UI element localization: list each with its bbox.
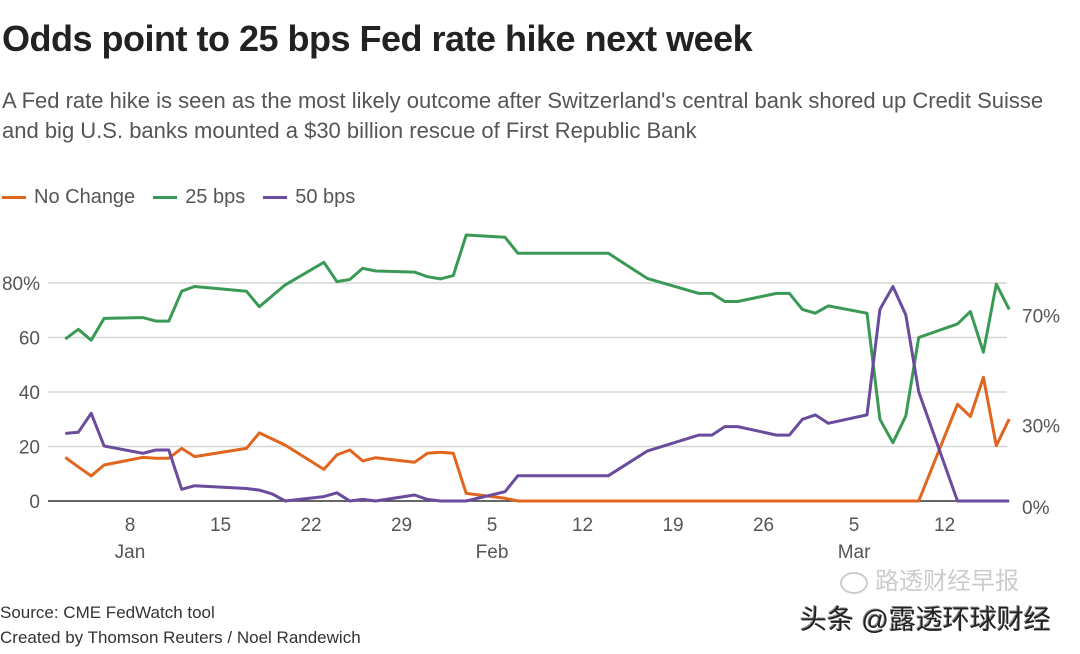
y-tick-label: 0 (29, 492, 40, 513)
x-tick-label: 19 (662, 515, 683, 536)
source-note: Source: CME FedWatch tool (0, 603, 215, 622)
x-tick-label: 5 (487, 515, 498, 536)
series-line-25-bps (64, 233, 1011, 445)
end-value-label: 30% (1022, 416, 1060, 437)
end-value-label: 70% (1022, 306, 1060, 327)
legend-label: 50 bps (295, 186, 356, 208)
credit-note: Created by Thomson Reuters / Noel Randew… (0, 628, 361, 647)
watermark: 头条 @露透环球财经 (800, 605, 1051, 635)
series-line-no-change (64, 375, 1011, 503)
watermark-faded: 路透财经早报 (875, 568, 1019, 595)
x-month-label: Mar (838, 542, 871, 563)
x-tick-label: 12 (572, 515, 593, 536)
y-tick-label: 40 (19, 383, 40, 404)
legend: No Change 25 bps 50 bps (2, 186, 355, 209)
legend-swatch (153, 196, 178, 199)
x-tick-label: 26 (753, 515, 774, 536)
series-line-50-bps (65, 285, 1010, 503)
y-tick-label: 20 (19, 438, 40, 459)
x-tick-label: 29 (391, 515, 412, 536)
wechat-icon (840, 572, 868, 594)
legend-swatch (2, 196, 26, 199)
end-value-label: 0% (1022, 498, 1050, 519)
x-tick-label: 8 (125, 515, 136, 536)
legend-item-25-bps: 25 bps (153, 186, 245, 209)
legend-swatch (263, 196, 288, 199)
x-tick-label: 22 (300, 515, 321, 536)
y-tick-label: 60 (19, 329, 40, 350)
legend-label: 25 bps (185, 186, 246, 208)
x-tick-label: 5 (849, 515, 860, 536)
chart-subtitle: A Fed rate hike is seen as the most like… (2, 88, 1044, 143)
legend-item-no-change: No Change (2, 186, 135, 209)
x-month-label: Jan (115, 542, 146, 563)
chart-title: Odds point to 25 bps Fed rate hike next … (2, 18, 753, 59)
x-month-label: Feb (476, 542, 509, 563)
y-tick-label: 80% (2, 274, 40, 295)
x-tick-label: 12 (934, 515, 955, 536)
x-tick-label: 15 (210, 515, 231, 536)
legend-item-50-bps: 50 bps (263, 186, 355, 209)
legend-label: No Change (34, 186, 136, 208)
